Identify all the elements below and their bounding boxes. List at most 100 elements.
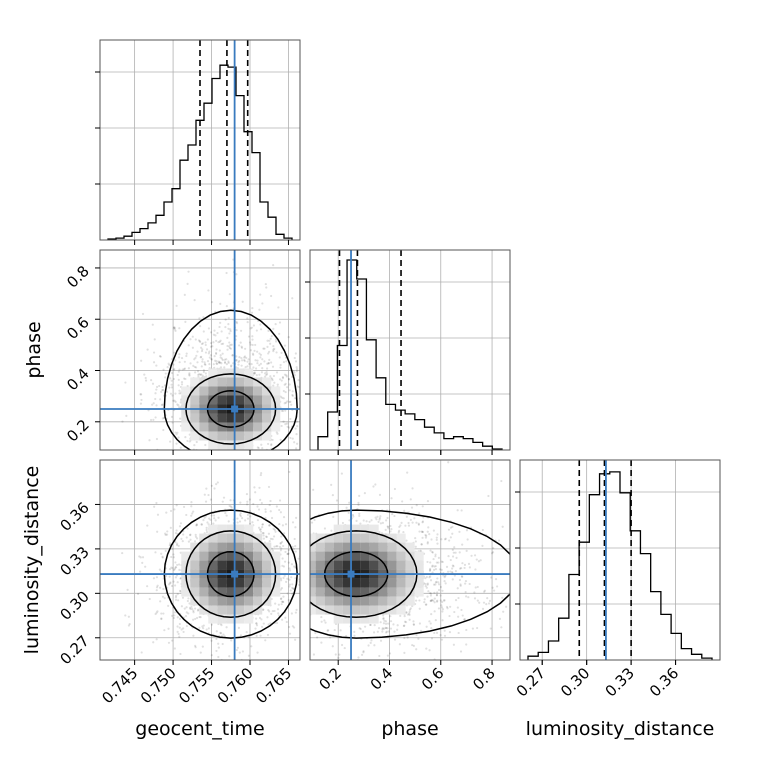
sample-point	[214, 351, 218, 355]
sample-point	[176, 630, 179, 633]
sample-point	[452, 565, 455, 568]
sample-point	[262, 499, 264, 501]
sample-point	[363, 663, 365, 665]
sample-point	[245, 631, 248, 634]
density-bin	[396, 587, 406, 597]
sample-point	[307, 523, 309, 525]
sample-point	[270, 612, 273, 615]
density-bin	[226, 587, 236, 597]
sample-point	[465, 643, 468, 646]
sample-point	[194, 617, 197, 621]
sample-point	[275, 621, 279, 625]
sample-point	[304, 582, 306, 584]
sample-point	[177, 436, 180, 439]
sample-point	[276, 597, 278, 599]
sample-point	[225, 305, 228, 308]
density-bin	[324, 605, 334, 615]
sample-point	[284, 409, 287, 412]
sample-point	[237, 361, 240, 364]
sample-point	[302, 569, 304, 571]
density-bin	[324, 596, 334, 606]
sample-point	[268, 350, 271, 353]
x-tick-label-phase: 0.8	[469, 664, 499, 694]
sample-point	[305, 586, 307, 588]
sample-point	[161, 388, 164, 392]
sample-point	[426, 560, 429, 564]
sample-point	[444, 574, 447, 578]
sample-point	[231, 465, 233, 467]
sample-point	[280, 424, 283, 428]
truth-marker	[231, 570, 239, 578]
sample-point	[238, 355, 241, 359]
sample-point	[437, 583, 441, 586]
sample-point	[183, 377, 186, 380]
sample-point	[251, 307, 254, 310]
sample-point	[253, 486, 256, 489]
sample-point	[221, 642, 224, 646]
density-bin	[271, 587, 281, 597]
sample-point	[383, 627, 386, 630]
sample-point	[251, 352, 255, 355]
sample-point	[435, 561, 439, 564]
sample-point	[430, 538, 433, 541]
sample-point	[443, 599, 446, 602]
sample-point	[212, 333, 215, 336]
sample-point	[272, 384, 275, 387]
sample-point	[443, 580, 446, 583]
sample-point	[155, 404, 158, 407]
sample-point	[293, 374, 296, 377]
sample-point	[303, 634, 305, 636]
sample-point	[289, 400, 292, 403]
sample-point	[237, 363, 240, 366]
density-bin	[378, 533, 388, 543]
density-bin	[190, 413, 200, 423]
sample-point	[198, 339, 201, 343]
sample-point	[282, 360, 286, 364]
sample-point	[178, 568, 181, 571]
sample-point	[235, 320, 238, 324]
sample-point	[194, 356, 197, 359]
sample-point	[235, 366, 238, 369]
sample-point	[178, 406, 181, 409]
sample-point	[268, 539, 271, 543]
sample-point	[479, 559, 482, 562]
sample-point	[196, 609, 200, 612]
sample-point	[419, 549, 422, 552]
sample-point	[267, 608, 270, 612]
sample-point	[222, 633, 225, 636]
sample-point	[188, 602, 191, 605]
sample-point	[295, 599, 297, 601]
sample-point	[246, 452, 248, 454]
sample-point	[172, 616, 176, 620]
sample-point	[279, 438, 282, 441]
sample-point	[449, 558, 452, 562]
sample-point	[404, 621, 408, 624]
sample-point	[274, 530, 277, 533]
sample-point	[331, 493, 334, 497]
sample-point	[217, 516, 220, 519]
sample-point	[214, 310, 217, 313]
sample-point	[290, 656, 292, 658]
sample-point	[225, 514, 228, 517]
sample-point	[273, 347, 276, 351]
y-tick-label-phase: 0.4	[63, 365, 93, 395]
sample-point	[210, 623, 213, 626]
sample-point	[440, 638, 444, 641]
sample-point	[139, 393, 142, 396]
sample-point	[200, 342, 204, 346]
sample-point	[140, 398, 143, 402]
sample-point	[269, 453, 271, 455]
sample-point	[431, 551, 434, 554]
sample-point	[418, 512, 421, 515]
sample-point	[389, 620, 393, 623]
sample-point	[203, 362, 206, 366]
sample-point	[401, 500, 404, 503]
sample-point	[194, 644, 197, 647]
density-bin	[310, 542, 316, 552]
sample-point	[250, 645, 253, 648]
sample-point	[185, 624, 189, 628]
sample-point	[264, 282, 267, 286]
sample-point	[307, 576, 309, 578]
sample-point	[403, 509, 406, 512]
density-bin	[226, 368, 236, 378]
